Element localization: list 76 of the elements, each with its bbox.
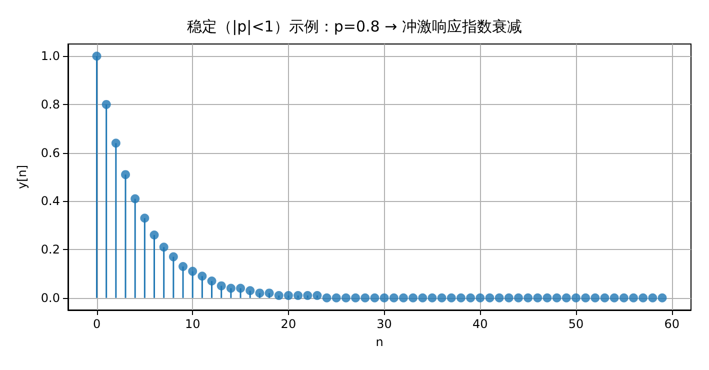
point: [398, 293, 408, 302]
point: [102, 100, 111, 109]
y-tick-label: 0.0: [40, 290, 60, 305]
point: [322, 293, 332, 302]
point: [370, 293, 380, 302]
point: [168, 252, 178, 262]
point: [619, 293, 628, 302]
point: [198, 272, 207, 281]
point: [533, 293, 542, 302]
point: [514, 293, 523, 302]
point: [178, 262, 188, 271]
point: [255, 288, 264, 298]
point: [188, 266, 198, 276]
point: [437, 293, 446, 302]
point: [92, 52, 102, 61]
point: [428, 293, 437, 302]
point: [341, 293, 350, 302]
point: [284, 290, 293, 300]
point: [485, 293, 494, 302]
point: [571, 293, 580, 302]
x-tick-label: 10: [184, 317, 200, 331]
y-tick-label: 0.6: [40, 146, 60, 160]
point: [476, 293, 485, 302]
point: [562, 293, 571, 302]
point: [629, 293, 638, 302]
point: [226, 284, 236, 293]
point: [351, 293, 360, 302]
point: [389, 293, 398, 302]
point: [274, 290, 284, 300]
point: [380, 293, 389, 302]
point: [418, 293, 428, 302]
point: [648, 293, 658, 302]
x-tick-label: 50: [568, 317, 584, 331]
point: [236, 284, 246, 293]
point: [303, 290, 312, 300]
point: [446, 293, 456, 302]
point: [466, 293, 476, 302]
point: [312, 290, 322, 300]
x-tick-label: 20: [280, 317, 296, 331]
point: [121, 170, 130, 180]
point: [542, 293, 552, 302]
point: [207, 276, 216, 286]
point: [494, 293, 504, 302]
point: [111, 138, 120, 148]
point: [140, 214, 150, 223]
x-tick-label: 30: [376, 317, 392, 331]
y-tick-label: 0.2: [40, 242, 60, 257]
point: [150, 230, 159, 240]
point: [246, 286, 255, 296]
x-tick-label: 0: [92, 317, 101, 331]
point: [658, 293, 667, 302]
point: [216, 281, 226, 290]
y-axis-title: y[n]: [15, 164, 29, 190]
point: [332, 293, 341, 302]
point: [408, 293, 418, 302]
point: [159, 242, 168, 252]
x-tick-label: 40: [472, 317, 488, 331]
point: [552, 293, 562, 302]
point: [590, 293, 600, 302]
x-tick-label: 60: [664, 317, 680, 331]
y-tick-label: 0.4: [40, 194, 60, 208]
chart-title: 稳定（|p|<1）示例：p=0.8 → 冲激响应指数衰减: [187, 18, 522, 36]
point: [600, 293, 610, 302]
point: [294, 290, 303, 300]
point: [360, 293, 370, 302]
point: [638, 293, 648, 302]
y-tick-label: 0.8: [40, 97, 60, 112]
point: [130, 194, 140, 204]
point: [524, 293, 533, 302]
point: [456, 293, 466, 302]
point: [264, 288, 274, 298]
point: [581, 293, 590, 302]
x-axis-title: n: [376, 335, 384, 349]
point: [610, 293, 619, 302]
y-tick-label: 1.0: [40, 49, 60, 64]
point: [504, 293, 514, 302]
